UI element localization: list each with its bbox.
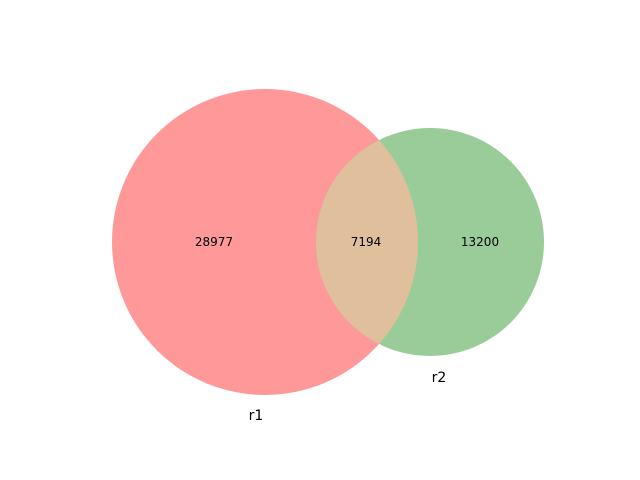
set-r2-label: r2: [432, 370, 447, 386]
set-r1-label: r1: [249, 408, 264, 424]
r1-only-count: 28977: [195, 235, 233, 249]
r2-only-count: 13200: [461, 235, 499, 249]
set-r1-circle: [112, 89, 418, 395]
intersection-count: 7194: [351, 235, 382, 249]
